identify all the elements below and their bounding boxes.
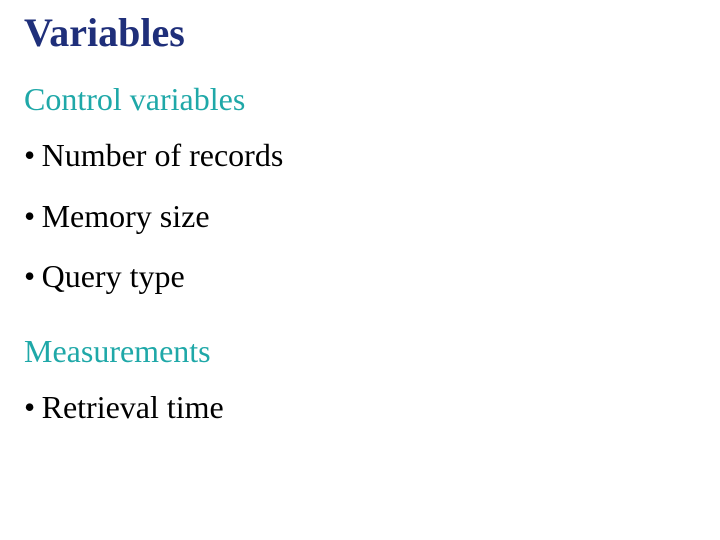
section-heading: Control variables bbox=[24, 80, 696, 118]
list-item: •Number of records bbox=[24, 136, 696, 174]
bullet-text: Memory size bbox=[42, 198, 210, 234]
list-item: •Memory size bbox=[24, 197, 696, 235]
bullet-text: Query type bbox=[42, 258, 185, 294]
list-item: •Query type bbox=[24, 257, 696, 295]
bullet-text: Retrieval time bbox=[42, 389, 224, 425]
slide-title: Variables bbox=[24, 10, 696, 56]
slide: Variables Control variables •Number of r… bbox=[0, 0, 720, 540]
section-heading: Measurements bbox=[24, 332, 696, 370]
bullet-text: Number of records bbox=[42, 137, 284, 173]
spacer bbox=[24, 318, 696, 332]
list-item: •Retrieval time bbox=[24, 388, 696, 426]
